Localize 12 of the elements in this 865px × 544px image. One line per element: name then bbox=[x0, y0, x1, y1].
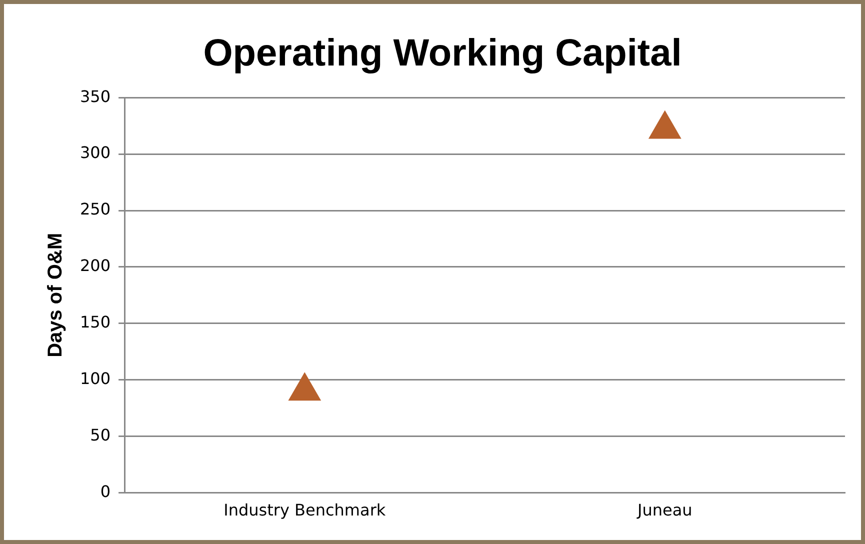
y-tick-label: 150 bbox=[80, 312, 111, 332]
y-axis-title: Days of O&M bbox=[44, 232, 67, 358]
x-tick-label: Industry Benchmark bbox=[224, 500, 386, 520]
y-tick-label: 0 bbox=[100, 482, 111, 501]
y-tick-label: 100 bbox=[80, 369, 111, 388]
y-tick-label: 200 bbox=[80, 256, 111, 276]
chart-title: Operating Working Capital bbox=[203, 32, 682, 74]
y-tick-label: 50 bbox=[90, 426, 111, 444]
y-tick-label: 250 bbox=[80, 200, 111, 219]
y-tick-label: 300 bbox=[80, 143, 111, 162]
y-tick-label: 350 bbox=[80, 86, 111, 106]
x-tick-label: Juneau bbox=[636, 500, 692, 520]
